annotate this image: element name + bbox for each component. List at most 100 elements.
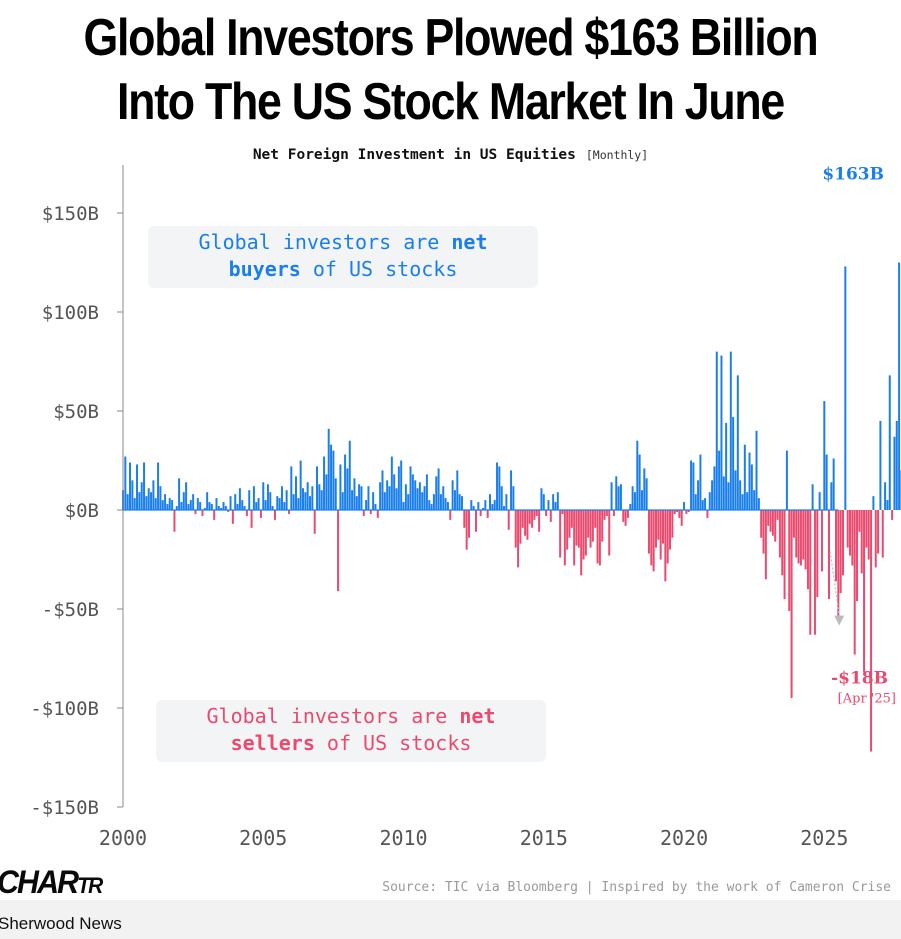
y-tick-label: $150B bbox=[42, 203, 99, 225]
bar bbox=[629, 504, 632, 510]
bar bbox=[767, 510, 770, 526]
bar bbox=[238, 488, 241, 510]
bar bbox=[652, 510, 655, 572]
bar bbox=[414, 480, 417, 510]
bar bbox=[617, 486, 620, 510]
bar bbox=[173, 510, 176, 532]
bar bbox=[318, 484, 321, 510]
bar bbox=[320, 490, 323, 510]
y-tick-label: $0B bbox=[65, 500, 99, 522]
bar bbox=[136, 464, 139, 510]
bar bbox=[757, 498, 760, 510]
annotation-buyers-line2-strong: buyers bbox=[229, 257, 301, 281]
bar bbox=[769, 510, 772, 532]
bar bbox=[631, 486, 634, 510]
bar bbox=[856, 510, 859, 602]
bar bbox=[603, 510, 606, 520]
bar bbox=[252, 486, 255, 510]
bar bbox=[799, 510, 802, 566]
bar bbox=[138, 492, 141, 510]
bar bbox=[278, 498, 281, 510]
low-arrowhead bbox=[834, 615, 845, 626]
bar bbox=[271, 506, 274, 510]
bar bbox=[753, 490, 756, 510]
bar bbox=[325, 474, 328, 510]
footer-bar bbox=[0, 900, 901, 939]
bar bbox=[577, 510, 580, 548]
bar bbox=[498, 466, 501, 510]
bar bbox=[327, 428, 330, 510]
bar bbox=[552, 494, 555, 510]
bar bbox=[493, 500, 496, 510]
x-tick-label: 2005 bbox=[239, 826, 287, 850]
bar bbox=[358, 484, 361, 510]
bar bbox=[832, 458, 835, 510]
bar bbox=[827, 510, 830, 600]
bar bbox=[421, 492, 424, 510]
bar bbox=[423, 486, 426, 510]
bar bbox=[844, 266, 847, 510]
bar bbox=[849, 510, 852, 556]
annotation-buyers-box bbox=[148, 226, 538, 288]
bar bbox=[676, 510, 679, 512]
bar bbox=[760, 510, 763, 538]
bar bbox=[166, 504, 169, 510]
x-tick-label: 2000 bbox=[99, 826, 147, 850]
bar bbox=[813, 510, 816, 635]
bar bbox=[802, 510, 805, 560]
bar bbox=[330, 444, 333, 510]
bar bbox=[467, 510, 470, 538]
low-arrow bbox=[829, 551, 840, 616]
bar bbox=[872, 496, 875, 510]
bar bbox=[383, 492, 386, 510]
bar bbox=[687, 510, 690, 512]
bar bbox=[556, 492, 559, 510]
bar bbox=[612, 510, 615, 516]
bar bbox=[526, 510, 529, 540]
low-annotation: -$18B [Apr '25] bbox=[829, 551, 896, 707]
bar bbox=[708, 492, 711, 510]
bar bbox=[411, 474, 414, 510]
bar bbox=[514, 510, 517, 548]
bar bbox=[512, 486, 515, 510]
bar bbox=[647, 510, 650, 554]
bar bbox=[559, 510, 562, 558]
annotation-sellers-strong: net bbox=[459, 704, 495, 728]
bar bbox=[823, 401, 826, 510]
bar bbox=[517, 510, 520, 568]
bar bbox=[241, 500, 244, 510]
annotation-sellers-before: Global investors are bbox=[207, 704, 460, 728]
bar bbox=[678, 510, 681, 518]
bar bbox=[741, 494, 744, 510]
bar bbox=[704, 498, 707, 510]
bar bbox=[853, 510, 856, 655]
bar bbox=[351, 490, 354, 510]
bar bbox=[601, 510, 604, 542]
bar bbox=[643, 468, 646, 510]
bar bbox=[449, 510, 452, 520]
bar bbox=[185, 482, 188, 510]
bar bbox=[881, 510, 884, 558]
bar bbox=[507, 510, 510, 530]
bar bbox=[538, 510, 541, 532]
bar bbox=[748, 452, 751, 510]
bar bbox=[573, 510, 576, 566]
bar bbox=[302, 488, 304, 510]
bar bbox=[835, 510, 837, 582]
bar bbox=[257, 498, 260, 510]
bar bbox=[500, 486, 503, 510]
x-tick-label: 2015 bbox=[520, 826, 568, 850]
annotation-buyers-text: Global investors are net bbox=[199, 230, 488, 254]
low-sublabel: [Apr '25] bbox=[838, 692, 896, 707]
bar bbox=[575, 510, 578, 546]
bar bbox=[874, 510, 877, 568]
bar bbox=[287, 510, 290, 514]
bar bbox=[638, 454, 641, 510]
y-axis: $150B $100B $50B $0B -$50B -$100B -$150B bbox=[30, 203, 123, 819]
bar bbox=[313, 510, 316, 534]
bar bbox=[199, 502, 202, 510]
bar bbox=[898, 262, 901, 510]
bar bbox=[486, 510, 489, 518]
bar bbox=[290, 466, 293, 510]
bar bbox=[596, 510, 599, 564]
